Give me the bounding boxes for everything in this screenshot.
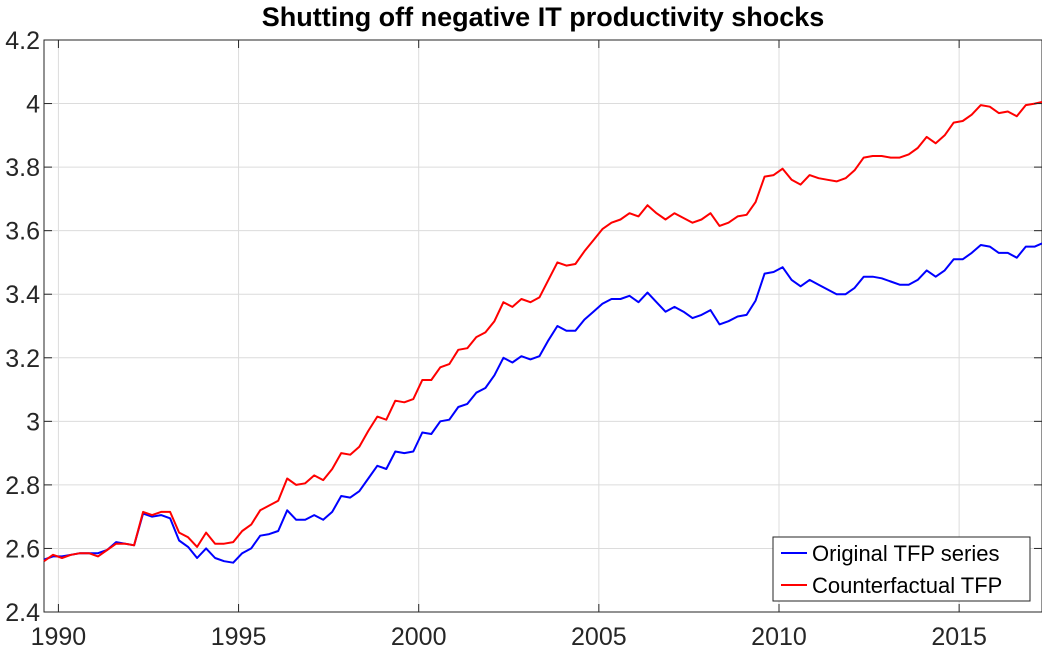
x-tick-label: 2015 [931,623,987,647]
x-tick-label: 1990 [31,623,87,647]
x-axis-tick-labels: 1990 1995 2000 2005 2010 2015 [31,623,987,647]
legend: Original TFP series Counterfactual TFP [772,536,1031,602]
x-tick-label: 2010 [751,623,807,647]
y-tick-label: 4 [26,91,40,119]
y-tick-label: 2.8 [5,472,40,500]
axis-ticks [44,39,1042,613]
x-tick-label: 2005 [571,623,627,647]
y-axis-tick-labels: 2.4 2.6 2.8 3 3.2 3.4 3.6 3.8 4 4.2 [5,27,40,627]
grid [44,39,1042,613]
x-tick-label: 1995 [211,623,267,647]
y-tick-label: 2.4 [5,599,40,627]
axes-box [43,39,1042,613]
y-tick-label: 2.6 [5,535,40,563]
series-line-original [43,242,1042,564]
legend-label-original: Original TFP series [812,541,999,566]
y-tick-label: 3.6 [5,218,40,246]
legend-label-counterfactual: Counterfactual TFP [812,573,1002,598]
y-tick-label: 4.2 [5,27,40,55]
x-tick-label: 2000 [391,623,447,647]
y-tick-label: 3.4 [5,281,40,309]
legend-box [772,536,1031,602]
y-tick-label: 3.8 [5,154,40,182]
series-line-counterfactual [43,101,1042,563]
y-tick-label: 3.2 [5,345,40,373]
y-tick-label: 3 [26,408,40,436]
series-layer [43,101,1042,564]
chart-title: Shutting off negative IT productivity sh… [262,2,825,32]
